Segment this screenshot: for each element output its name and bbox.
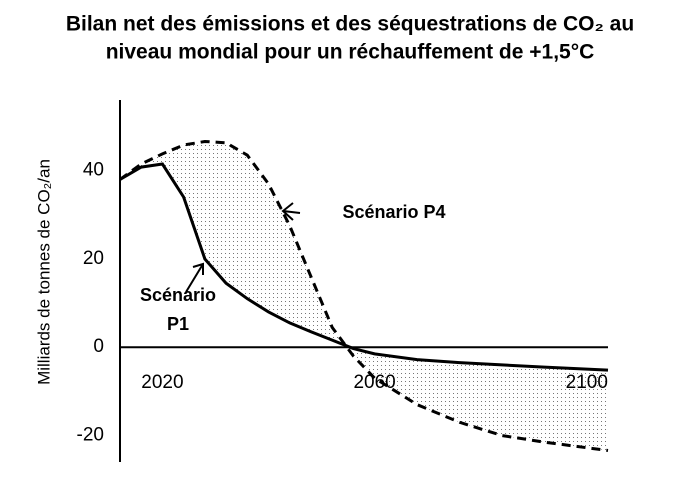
chart-title: Bilan net des émissions et des séquestra… [66, 13, 634, 36]
annotation: Scénario P4 [342, 202, 445, 222]
y-tick-label: 20 [83, 248, 104, 269]
y-tick-label: 40 [83, 160, 104, 181]
band-fill [120, 141, 608, 451]
x-tick-label: 2100 [566, 372, 608, 393]
line-series [119, 162, 609, 372]
plot-area: 40 20 0 -20 2020 2060 2100 Scénario P1 Scénario P… [77, 100, 609, 462]
x-tick-label: 2020 [141, 372, 183, 393]
line-series [119, 139, 609, 453]
y-tick-label: -20 [77, 425, 104, 446]
annotation: P1 [167, 314, 189, 334]
annotation: Scénario [140, 285, 216, 305]
y-axis-label: Milliards de tonnes de CO₂/an [34, 159, 53, 385]
arrow [185, 202, 301, 293]
y-tick-label: 0 [93, 336, 104, 357]
chart-title: niveau mondial pour un réchauffement de … [106, 41, 595, 64]
x-tick-label: 2060 [353, 372, 395, 393]
